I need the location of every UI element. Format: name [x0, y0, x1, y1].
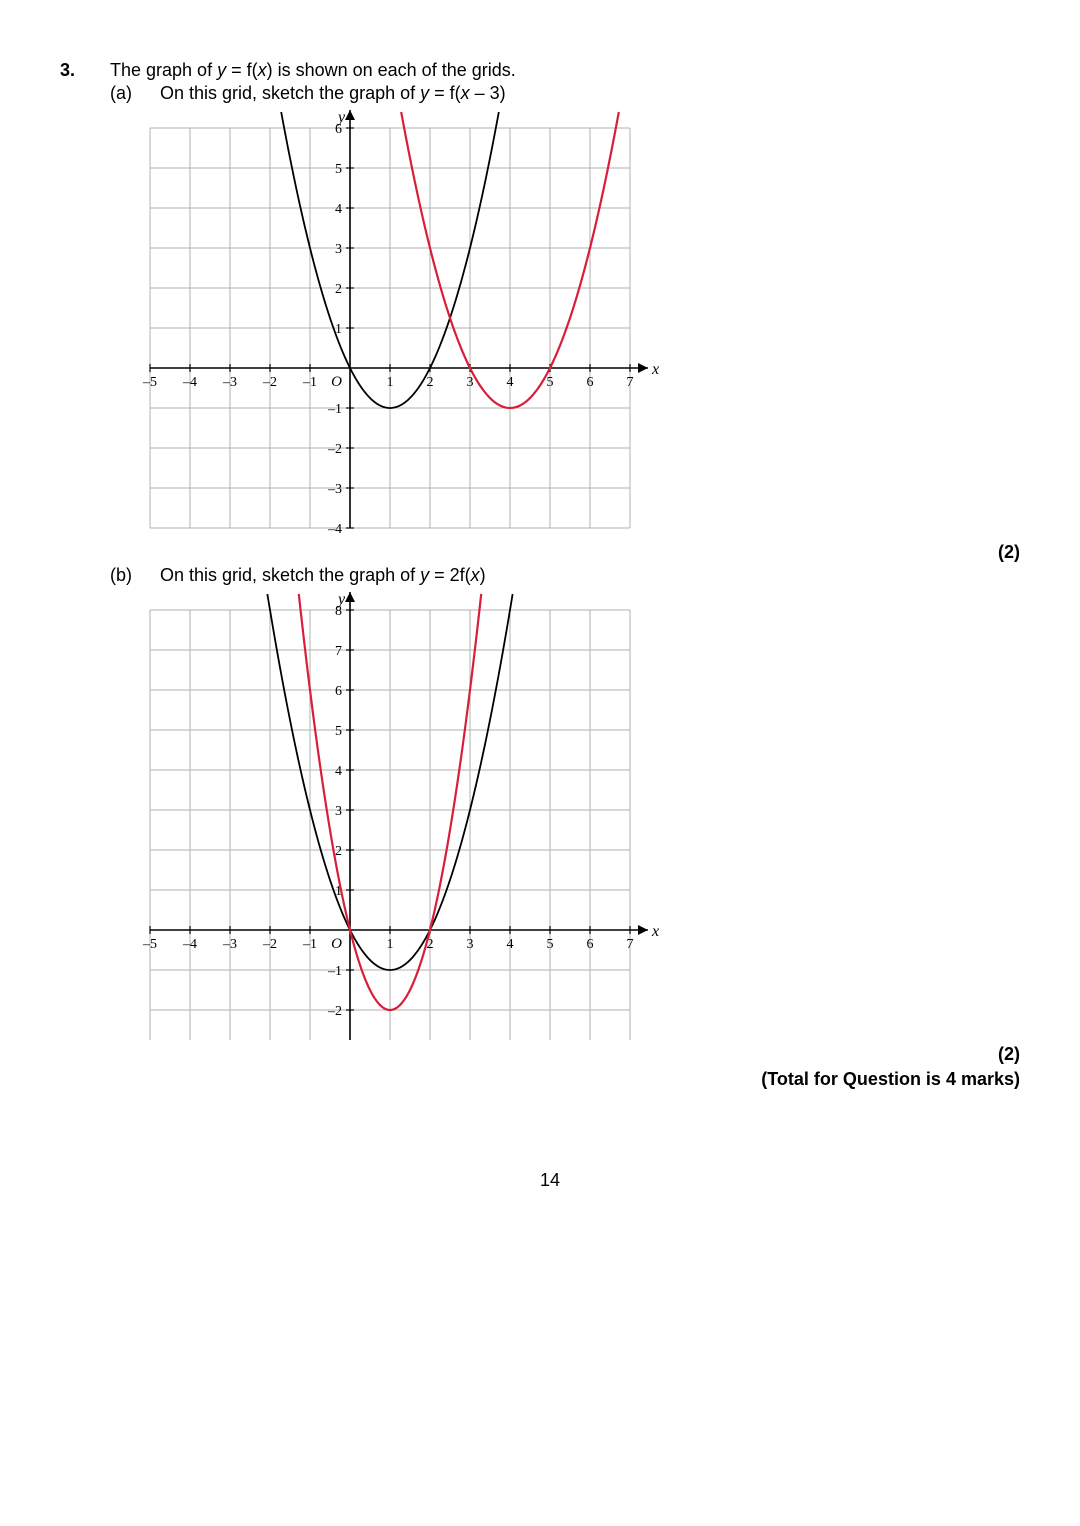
svg-text:3: 3: [467, 375, 474, 390]
svg-text:6: 6: [335, 684, 342, 699]
part-a-pre: On this grid, sketch the graph of: [160, 83, 420, 103]
part-b-pre: On this grid, sketch the graph of: [160, 565, 420, 585]
question-intro: The graph of y = f(x) is shown on each o…: [110, 60, 1040, 81]
part-b-post: ): [480, 565, 486, 585]
svg-text:7: 7: [627, 375, 634, 390]
svg-text:3: 3: [467, 937, 474, 952]
svg-text:4: 4: [335, 764, 342, 779]
total-marks: (Total for Question is 4 marks): [110, 1069, 1040, 1090]
svg-text:–2: –2: [327, 442, 342, 457]
question-body: The graph of y = f(x) is shown on each o…: [110, 60, 1040, 1090]
svg-text:2: 2: [427, 375, 434, 390]
part-a-post: – 3): [470, 83, 506, 103]
part-a-text: On this grid, sketch the graph of y = f(…: [160, 83, 1040, 104]
page-number: 14: [60, 1170, 1040, 1191]
svg-text:–1: –1: [302, 937, 317, 952]
svg-text:5: 5: [335, 724, 342, 739]
svg-text:–5: –5: [142, 375, 157, 390]
marks-a: (2): [110, 542, 1040, 563]
svg-text:7: 7: [335, 644, 342, 659]
part-a-label: (a): [110, 83, 160, 104]
intro-eq: = f(: [226, 60, 258, 80]
svg-text:x: x: [651, 361, 659, 378]
svg-text:4: 4: [507, 937, 514, 952]
svg-text:7: 7: [627, 937, 634, 952]
svg-text:6: 6: [587, 375, 594, 390]
part-b-y: y: [420, 565, 429, 585]
part-a-y: y: [420, 83, 429, 103]
svg-text:–4: –4: [327, 522, 342, 537]
intro-rhs: ) is shown on each of the grids.: [267, 60, 516, 80]
svg-text:y: y: [336, 109, 346, 126]
svg-text:3: 3: [335, 804, 342, 819]
svg-text:O: O: [331, 374, 342, 390]
question-3: 3. The graph of y = f(x) is shown on eac…: [60, 60, 1040, 1090]
svg-text:5: 5: [335, 162, 342, 177]
svg-text:–5: –5: [142, 937, 157, 952]
svg-text:–4: –4: [182, 937, 197, 952]
svg-text:–4: –4: [182, 375, 197, 390]
svg-text:–2: –2: [327, 1004, 342, 1019]
svg-text:–1: –1: [327, 402, 342, 417]
part-a-mid: = f(: [429, 83, 461, 103]
svg-text:y: y: [336, 591, 346, 608]
svg-text:1: 1: [387, 375, 394, 390]
question-number: 3.: [60, 60, 110, 81]
graph-b: –5–4–3–2–11234567–3–2–112345678Oyx: [110, 590, 770, 1040]
part-b-text: On this grid, sketch the graph of y = 2f…: [160, 565, 1040, 586]
part-b-x: x: [471, 565, 480, 585]
svg-text:2: 2: [335, 282, 342, 297]
svg-text:1: 1: [387, 937, 394, 952]
part-b-label: (b): [110, 565, 160, 586]
intro-y: y: [217, 60, 226, 80]
svg-text:6: 6: [587, 937, 594, 952]
intro-text: The graph of: [110, 60, 217, 80]
graph-a: –5–4–3–2–11234567–4–3–2–1123456Oyx: [110, 108, 770, 538]
svg-text:–3: –3: [222, 375, 237, 390]
intro-x: x: [258, 60, 267, 80]
part-b-mid: = 2f(: [429, 565, 471, 585]
svg-text:4: 4: [335, 202, 342, 217]
svg-text:2: 2: [335, 844, 342, 859]
svg-text:5: 5: [547, 937, 554, 952]
svg-text:4: 4: [507, 375, 514, 390]
svg-text:–2: –2: [262, 375, 277, 390]
marks-b: (2): [110, 1044, 1040, 1065]
svg-text:O: O: [331, 936, 342, 952]
part-a-x: x: [461, 83, 470, 103]
svg-text:x: x: [651, 923, 659, 940]
part-b: (b) On this grid, sketch the graph of y …: [110, 565, 1040, 586]
svg-text:–2: –2: [262, 937, 277, 952]
svg-text:–1: –1: [327, 964, 342, 979]
svg-text:–3: –3: [327, 482, 342, 497]
part-a: (a) On this grid, sketch the graph of y …: [110, 83, 1040, 104]
svg-text:5: 5: [547, 375, 554, 390]
svg-text:–1: –1: [302, 375, 317, 390]
svg-text:3: 3: [335, 242, 342, 257]
svg-text:–3: –3: [222, 937, 237, 952]
